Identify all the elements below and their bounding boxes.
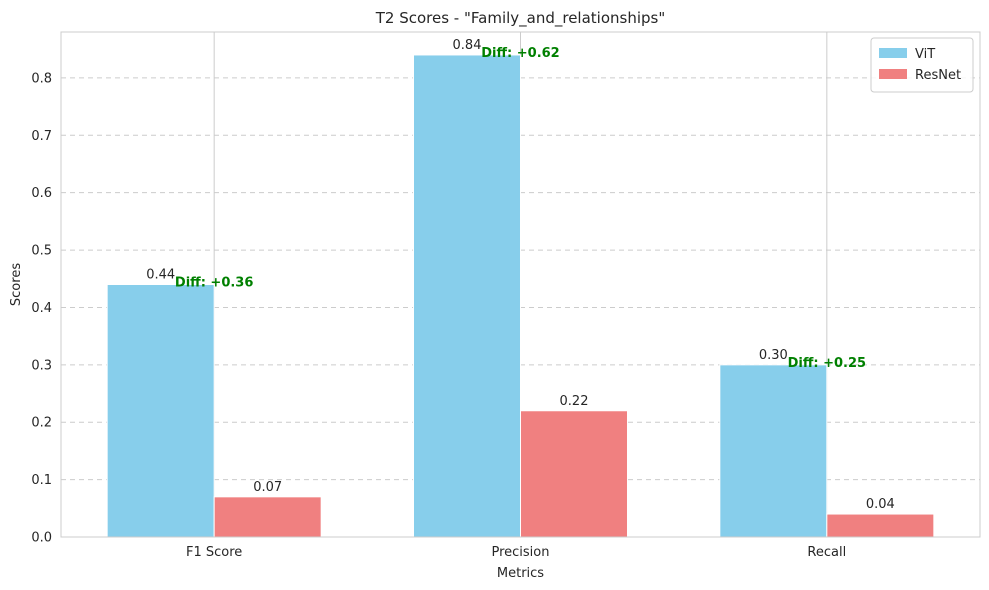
y-tick-label: 0.3 — [31, 358, 52, 373]
ticks-layer: 0.0 0.1 0.2 0.3 0.4 0.5 0.6 0.7 0.8 F1 Score Preci… — [31, 71, 846, 560]
y-tick-label: 0.1 — [31, 473, 52, 488]
y-tick-label: 0.8 — [31, 71, 52, 86]
bar-vit-2 — [719, 364, 828, 538]
x-tick-label: F1 Score — [186, 545, 242, 560]
legend-swatch-vit — [879, 48, 907, 58]
value-label: 0.84 — [453, 38, 482, 53]
bars-layer — [106, 54, 935, 538]
x-axis-label: Metrics — [497, 566, 544, 581]
legend-label-vit: ViT — [915, 47, 935, 62]
labels-layer: 0.44 0.84 0.30 0.07 0.22 0.04 Diff: +0.36 Diff:… — [146, 38, 895, 512]
bar-vit-1 — [413, 54, 521, 538]
legend: ViT ResNet — [870, 37, 974, 93]
legend-label-resnet: ResNet — [915, 68, 961, 83]
value-label: 0.07 — [253, 480, 282, 495]
y-tick-label: 0.7 — [31, 129, 52, 144]
chart-title: T2 Scores - "Family_and_relationships" — [375, 9, 666, 28]
diff-annotation: Diff: +0.62 — [481, 46, 559, 61]
diff-annotation: Diff: +0.36 — [175, 276, 253, 291]
value-label: 0.44 — [146, 268, 175, 283]
y-tick-label: 0.4 — [31, 301, 52, 316]
y-axis-label: Scores — [9, 263, 24, 306]
bar-vit-0 — [106, 284, 215, 538]
value-label: 0.22 — [560, 394, 589, 409]
x-tick-label: Recall — [807, 545, 846, 560]
x-tick-label: Precision — [491, 545, 549, 560]
legend-swatch-resnet — [879, 69, 907, 79]
y-tick-label: 0.5 — [31, 244, 52, 259]
bar-resnet-0 — [213, 496, 322, 538]
y-tick-label: 0.6 — [31, 186, 52, 201]
y-tick-label: 0.2 — [31, 416, 52, 431]
value-label: 0.04 — [866, 497, 895, 512]
diff-annotation: Diff: +0.25 — [788, 356, 866, 371]
bar-resnet-1 — [520, 410, 628, 538]
y-tick-label: 0.0 — [31, 531, 52, 546]
value-label: 0.30 — [759, 348, 788, 363]
bar-resnet-2 — [826, 513, 935, 538]
plot-frame — [60, 31, 981, 538]
